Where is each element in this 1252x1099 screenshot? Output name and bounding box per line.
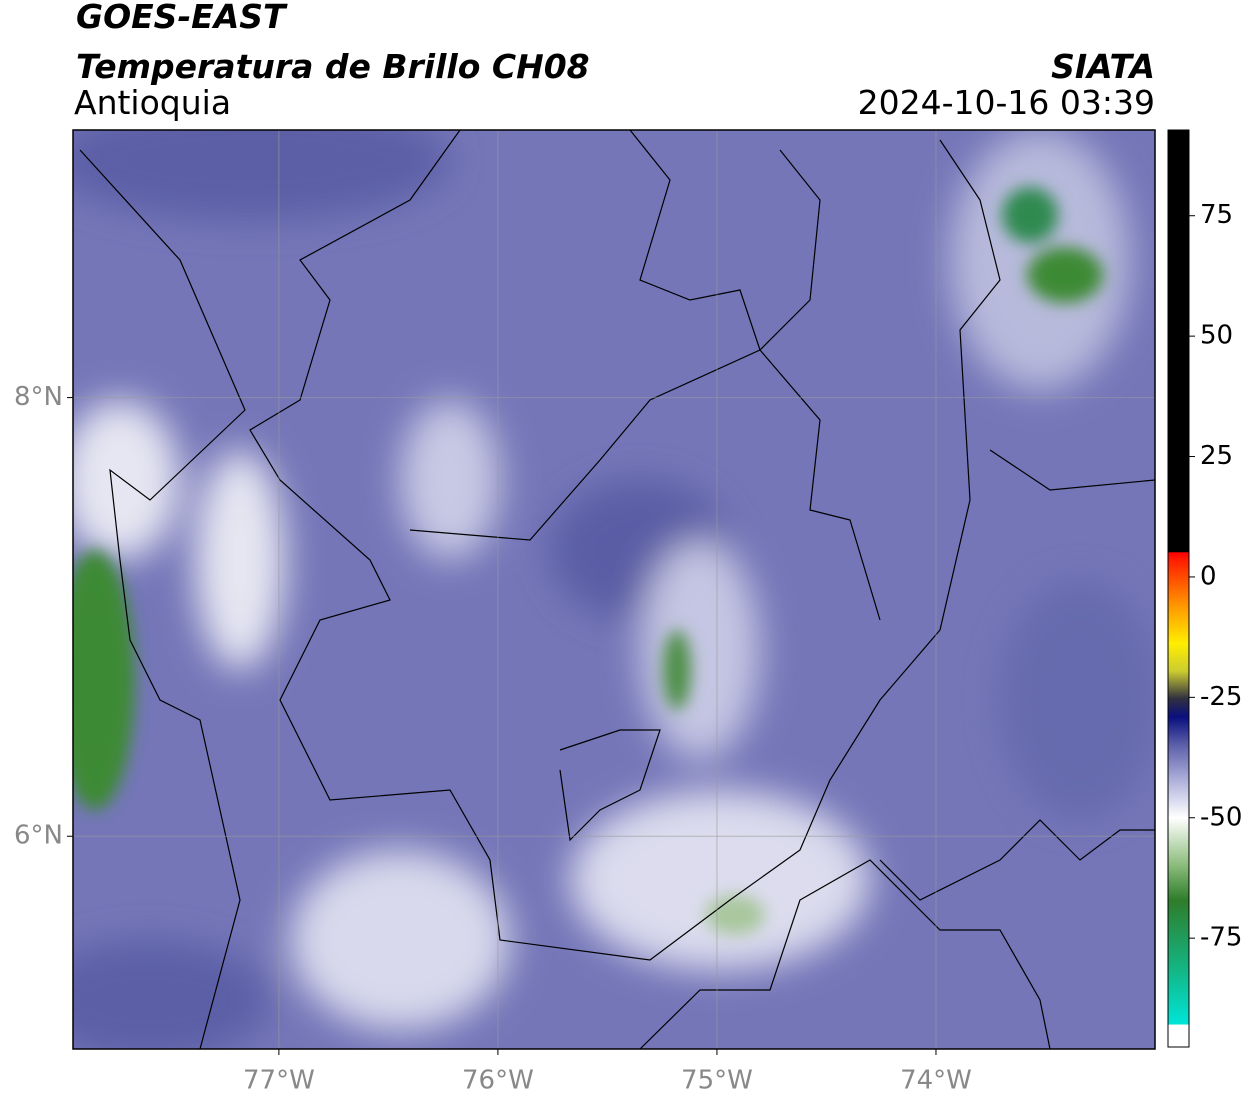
colorbar-tick-label: -25	[1200, 682, 1242, 712]
x-tick-label: 77°W	[243, 1066, 315, 1096]
timestamp: 2024-10-16 03:39	[858, 83, 1155, 122]
colorbar-ticks: 75 50 25 0 -25 -50 -75	[1189, 200, 1242, 953]
colorbar-tick-label: 25	[1200, 441, 1233, 471]
source: SIATA	[1051, 47, 1155, 86]
x-tick-label: 75°W	[681, 1066, 753, 1096]
map-image	[73, 130, 1155, 1049]
map-frame	[72, 129, 1156, 1050]
colorbar-tick-label: -50	[1200, 802, 1242, 832]
colorbar-tick-label: 0	[1200, 561, 1217, 591]
colorbar-tick-label: 75	[1200, 200, 1233, 230]
colorbar-tick-label: -75	[1200, 923, 1242, 953]
grid: 77°W 76°W 75°W 74°W 8°N 6°N	[14, 130, 1155, 1096]
colorbar	[1167, 129, 1190, 1048]
y-tick-label: 6°N	[14, 821, 63, 851]
y-tick-label: 8°N	[14, 382, 63, 412]
x-tick-label: 76°W	[462, 1066, 534, 1096]
x-tick-label: 74°W	[900, 1066, 972, 1096]
title: GOES-EAST	[76, 0, 288, 36]
subtitle: Temperatura de Brillo CH08	[76, 47, 590, 86]
region: Antioquia	[74, 83, 231, 122]
colorbar-tick-label: 50	[1200, 321, 1233, 351]
